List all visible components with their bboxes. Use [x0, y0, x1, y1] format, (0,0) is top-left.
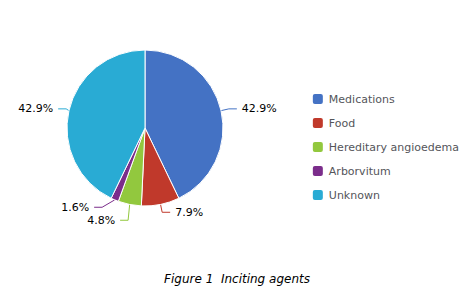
svg-text:1.6%: 1.6%: [61, 201, 89, 214]
svg-text:Figure 1 Inciting agents: Figure 1 Inciting agents: [164, 272, 310, 286]
svg-text:Arborvitum: Arborvitum: [329, 165, 391, 178]
svg-text:42.9%: 42.9%: [18, 102, 53, 115]
svg-text:Food: Food: [329, 117, 355, 130]
svg-text:4.8%: 4.8%: [87, 214, 115, 227]
svg-text:42.9%: 42.9%: [242, 102, 277, 115]
svg-text:Medications: Medications: [329, 93, 395, 106]
svg-text:Unknown: Unknown: [329, 189, 380, 202]
svg-text:Hereditary angioedema: Hereditary angioedema: [329, 141, 459, 154]
svg-text:7.9%: 7.9%: [175, 206, 203, 219]
